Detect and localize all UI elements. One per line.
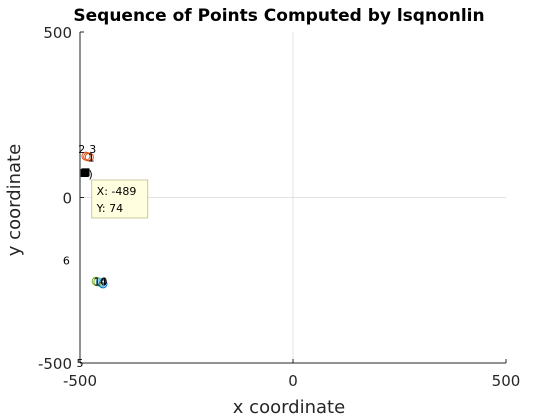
point-label: 5 bbox=[77, 357, 84, 370]
data-point bbox=[97, 278, 107, 288]
y-tick-label: -500 bbox=[38, 355, 72, 373]
x-tick-label: 500 bbox=[492, 372, 521, 390]
data-point bbox=[95, 277, 105, 287]
y-tick-label: 0 bbox=[62, 190, 72, 208]
point-label: 10 bbox=[93, 276, 107, 289]
chart-title: Sequence of Points Computed by lsqnonlin bbox=[73, 6, 484, 26]
x-tick-label: 0 bbox=[288, 372, 298, 390]
point-label: ) bbox=[89, 168, 93, 181]
datatip-x: X: -489 bbox=[97, 185, 137, 198]
y-tick-label: 500 bbox=[43, 24, 72, 42]
plot-area: -500 0 500 -500 0 500 2 31) 6 104 5 X: -489 Y: 74 bbox=[38, 24, 520, 390]
datatip-box bbox=[91, 179, 149, 219]
data-point bbox=[81, 151, 91, 161]
point-label: 6 bbox=[63, 254, 70, 267]
data-point bbox=[80, 169, 89, 178]
x-axis-label: x coordinate bbox=[233, 397, 345, 418]
point-label: 4 bbox=[100, 276, 107, 289]
datatip-y: Y: 74 bbox=[96, 202, 123, 215]
x-tick-label: -500 bbox=[63, 372, 97, 390]
y-axis-label: y coordinate bbox=[4, 144, 25, 256]
point-label: 3 bbox=[89, 143, 96, 156]
point-label: 1 bbox=[88, 151, 95, 164]
data-point bbox=[98, 279, 108, 289]
point-label: 2 bbox=[78, 143, 85, 156]
